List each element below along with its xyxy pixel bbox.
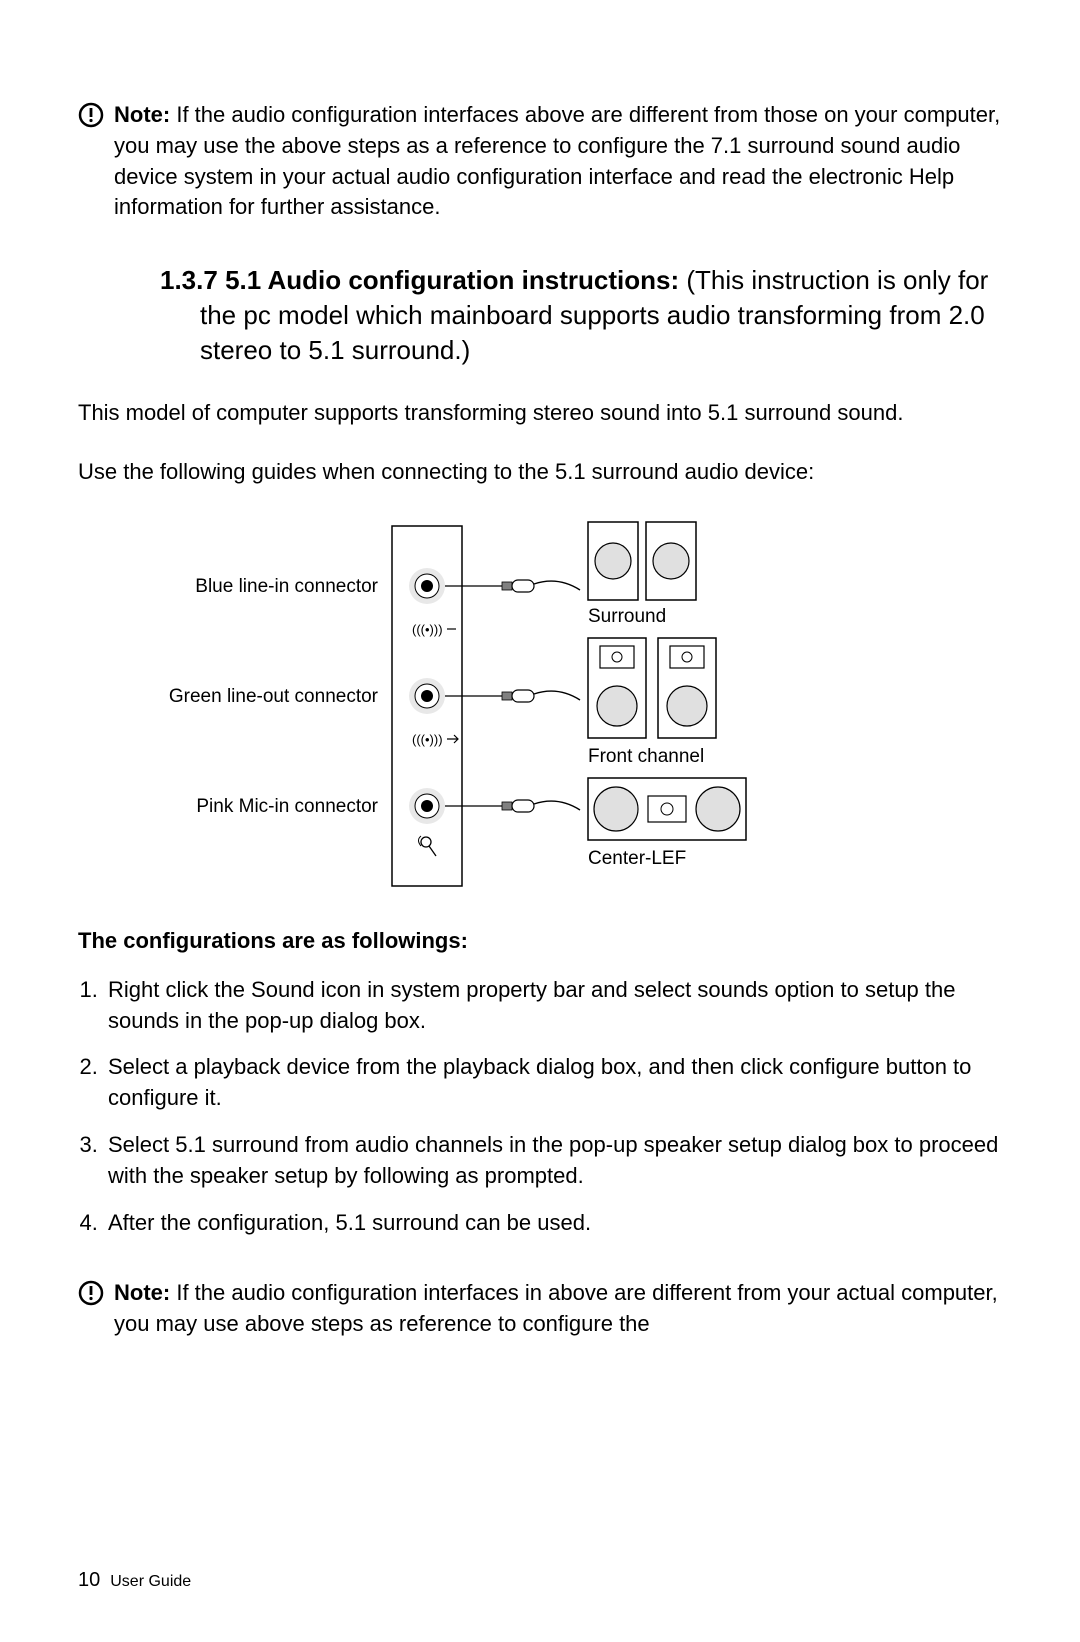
label-pink: Pink Mic-in connector [196, 796, 378, 817]
heading-bold: 5.1 Audio configuration instructions: [225, 265, 679, 295]
surround-speakers-icon [588, 522, 696, 600]
plug-3-icon [445, 800, 580, 812]
paragraph-2: Use the following guides when connecting… [78, 457, 1002, 488]
steps-list: Right click the Sound icon in system pro… [78, 975, 1002, 1239]
svg-text:(((•))): (((•))) [412, 732, 443, 747]
section-heading: 1.3.7 5.1 Audio configuration instructio… [160, 263, 1002, 368]
audio-connector-diagram: Blue line-in connector Green line-out co… [78, 516, 1002, 896]
heading-number: 1.3.7 [160, 265, 218, 295]
warning-icon [78, 102, 104, 137]
page-number: 10 [78, 1569, 100, 1591]
plug-2-icon [445, 690, 580, 702]
svg-text:(((•))): (((•))) [412, 622, 443, 637]
label-surround: Surround [588, 606, 666, 627]
page-footer: 10 User Guide [78, 1566, 191, 1594]
note-1-body: If the audio configuration interfaces ab… [114, 102, 1000, 219]
label-green: Green line-out connector [169, 686, 379, 707]
note-1-label: Note: [114, 102, 170, 127]
plug-1-icon [445, 580, 580, 592]
footer-title: User Guide [110, 1573, 191, 1590]
note-2-text: Note: If the audio configuration interfa… [114, 1278, 1002, 1340]
label-blue: Blue line-in connector [195, 576, 378, 597]
line-out-symbol-icon: (((•))) [412, 732, 458, 747]
subheading: The configurations are as followings: [78, 926, 1002, 957]
paragraph-1: This model of computer supports transfor… [78, 398, 1002, 429]
note-1-text: Note: If the audio configuration interfa… [114, 100, 1002, 223]
label-center: Center-LEF [588, 848, 686, 869]
warning-icon [78, 1280, 104, 1315]
line-in-symbol-icon: (((•))) [412, 620, 456, 638]
note-block-2: Note: If the audio configuration interfa… [78, 1278, 1002, 1340]
step-4: After the configuration, 5.1 surround ca… [104, 1208, 1002, 1239]
note-2-label: Note: [114, 1280, 170, 1305]
note-block-1: Note: If the audio configuration interfa… [78, 100, 1002, 223]
mic-symbol-icon [419, 836, 437, 856]
step-3: Select 5.1 surround from audio channels … [104, 1130, 1002, 1192]
center-speaker-icon [588, 778, 746, 840]
note-2-body: If the audio configuration interfaces in… [114, 1280, 998, 1336]
step-2: Select a playback device from the playba… [104, 1052, 1002, 1114]
label-front: Front channel [588, 746, 704, 767]
step-1: Right click the Sound icon in system pro… [104, 975, 1002, 1037]
front-speakers-icon [588, 638, 716, 738]
